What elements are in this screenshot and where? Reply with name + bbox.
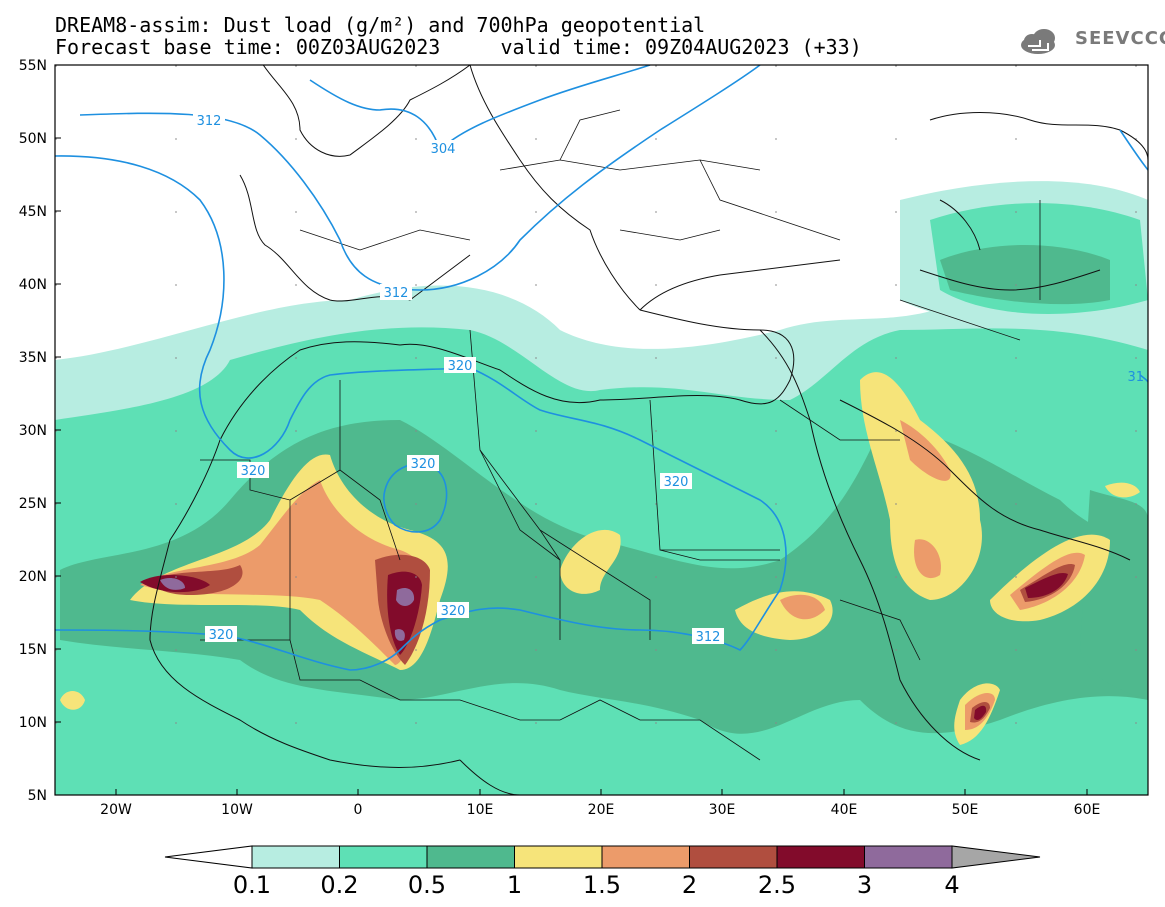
cloud-icon bbox=[1021, 29, 1055, 54]
legend-level-label: 2 bbox=[682, 871, 697, 899]
legend-level-label: 1.5 bbox=[583, 871, 621, 899]
contour-label: 312 bbox=[384, 286, 409, 301]
lon-tick-label: 60E bbox=[1074, 802, 1101, 818]
lat-tick-label: 50N bbox=[19, 131, 47, 147]
legend-swatch bbox=[864, 845, 953, 869]
borders bbox=[200, 109, 1041, 761]
legend-swatch bbox=[689, 845, 778, 869]
dust-map: 312 304 312 320 320 320 320 320 320 312 … bbox=[19, 58, 1149, 818]
legend-swatch bbox=[776, 845, 865, 869]
lat-tick-label: 45N bbox=[19, 204, 47, 220]
legend-level-label: 0.5 bbox=[408, 871, 446, 899]
legend-swatch bbox=[251, 845, 340, 869]
lat-tick-label: 25N bbox=[19, 496, 47, 512]
legend-level-label: 1 bbox=[507, 871, 522, 899]
lat-tick-label: 20N bbox=[19, 569, 47, 585]
legend-swatch bbox=[601, 845, 690, 869]
legend-arrow-low bbox=[164, 845, 253, 869]
legend-arrow-high bbox=[951, 845, 1041, 869]
legend-level-label: 3 bbox=[857, 871, 872, 899]
lon-tick-label: 50E bbox=[952, 802, 979, 818]
lon-tick-label: 20E bbox=[588, 802, 615, 818]
legend-level-label: 4 bbox=[944, 871, 959, 899]
legend-level-label: 2.5 bbox=[758, 871, 796, 899]
lon-tick-label: 30E bbox=[709, 802, 736, 818]
lon-tick-label: 20W bbox=[100, 802, 132, 818]
legend-swatch bbox=[339, 845, 428, 869]
chart-subtitle: Forecast base time: 00Z03AUG2023 valid t… bbox=[55, 35, 862, 59]
contour-label: 312 bbox=[197, 114, 222, 129]
contour-label: 320 bbox=[441, 604, 466, 619]
lat-tick-label: 55N bbox=[19, 58, 47, 74]
contour-label: 320 bbox=[241, 464, 266, 479]
lat-tick-label: 30N bbox=[19, 423, 47, 439]
lat-tick-label: 40N bbox=[19, 277, 47, 293]
lat-tick-label: 15N bbox=[19, 642, 47, 658]
legend-swatch bbox=[426, 845, 515, 869]
logo-text: SEEVCCC bbox=[1075, 28, 1165, 49]
lat-tick-label: 35N bbox=[19, 350, 47, 366]
lon-tick-label: 10W bbox=[221, 802, 253, 818]
contour-labels: 312 304 312 320 320 320 320 320 320 312 … bbox=[193, 112, 1144, 645]
coastlines bbox=[149, 65, 1148, 795]
contour-label: 320 bbox=[209, 628, 234, 643]
contour-label: 320 bbox=[411, 457, 436, 472]
contour-label: 312 bbox=[696, 630, 721, 645]
legend-swatch bbox=[514, 845, 603, 869]
contour-label: 31 bbox=[1127, 370, 1144, 385]
lon-tick-label: 40E bbox=[831, 802, 858, 818]
contour-label: 320 bbox=[448, 359, 473, 374]
lon-tick-label: 10E bbox=[467, 802, 494, 818]
chart-title: DREAM8-assim: Dust load (g/m²) and 700hP… bbox=[55, 13, 706, 37]
lon-tick-label: 0 bbox=[354, 802, 363, 818]
lat-tick-label: 10N bbox=[19, 715, 47, 731]
lat-tick-label: 5N bbox=[28, 788, 47, 804]
contour-label: 320 bbox=[664, 475, 689, 490]
tick-marks bbox=[55, 64, 1088, 796]
contour-label: 304 bbox=[431, 142, 456, 157]
legend-level-label: 0.1 bbox=[233, 871, 271, 899]
legend-level-label: 0.2 bbox=[320, 871, 358, 899]
